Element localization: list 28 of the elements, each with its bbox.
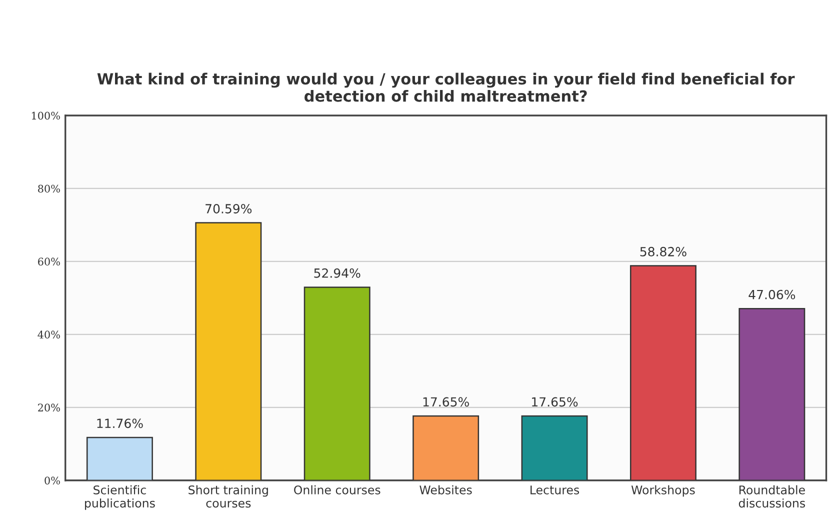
chart-title: What kind of training would you / your colleagues in your field find beneficial for detection of child maltreatment?	[97, 72, 795, 102]
x-tick-label: Online courses	[294, 485, 380, 494]
x-tick-label: Short training courses	[188, 485, 268, 508]
x-tick-label: Websites	[420, 485, 472, 494]
bar	[304, 286, 370, 480]
y-tick-label: 60%	[38, 258, 60, 266]
bar	[738, 308, 806, 480]
x-tick-label: Scientific publications	[85, 485, 155, 510]
bar	[195, 222, 262, 480]
data-label: 70.59%	[206, 204, 252, 214]
data-label: 11.76%	[97, 418, 143, 428]
y-tick-label: 40%	[38, 330, 60, 339]
x-tick-label: Lectures	[530, 486, 580, 494]
data-label: 47.06%	[748, 290, 796, 300]
y-tick-label: 100%	[32, 112, 60, 120]
bar	[521, 415, 588, 480]
bar	[412, 415, 480, 480]
bar	[630, 265, 696, 480]
data-label: 52.94%	[314, 268, 360, 278]
bar	[86, 436, 153, 480]
data-label: 17.65%	[532, 397, 578, 407]
y-tick-label: 0%	[44, 476, 60, 484]
data-label: 17.65%	[423, 397, 469, 407]
x-tick-label: Workshops	[631, 485, 695, 497]
y-tick-label: 80%	[38, 184, 60, 193]
x-tick-label: Roundtable discussions	[738, 485, 806, 508]
data-label: 58.82%	[640, 246, 686, 256]
y-tick-label: 20%	[38, 404, 60, 412]
